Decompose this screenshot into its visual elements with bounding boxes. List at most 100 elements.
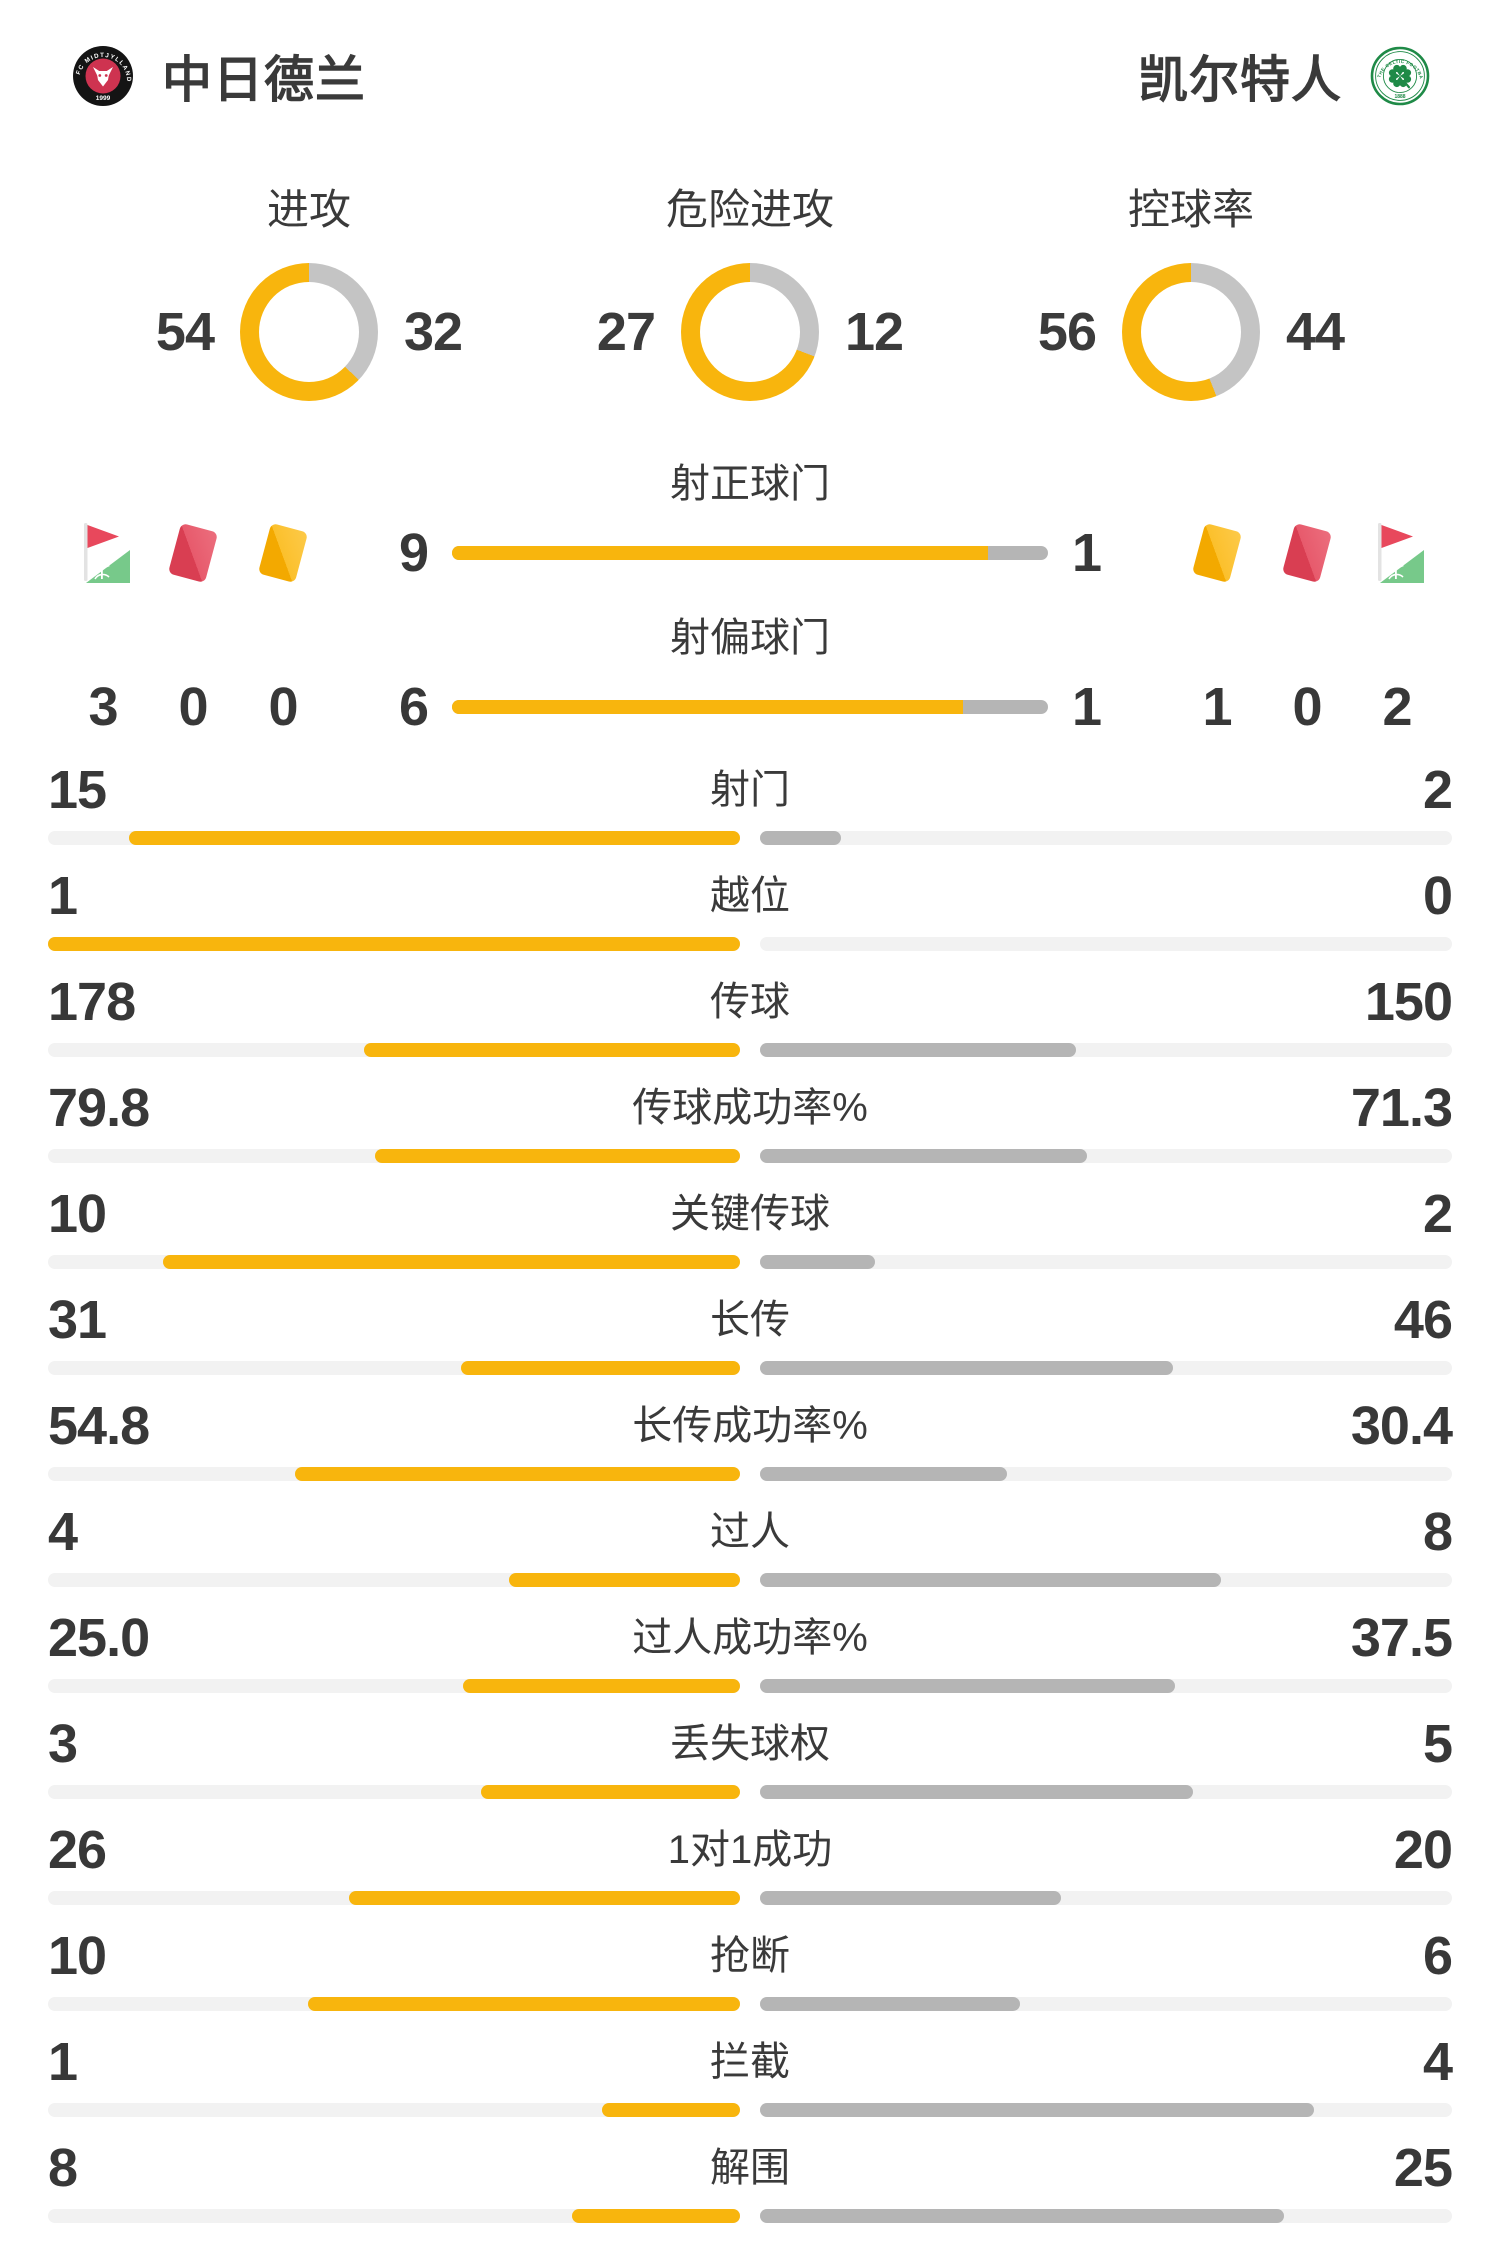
- away-value: 1: [1072, 677, 1102, 737]
- home-bar-track: [48, 2209, 740, 2223]
- away-discipline-counts: 1 0 2: [1172, 676, 1472, 738]
- away-value: 32: [404, 302, 463, 362]
- possession-donut-chart: [1122, 263, 1260, 401]
- stat-row: 79.8 传球成功率% 71.3: [48, 1078, 1453, 1163]
- home-bar-track: [48, 1679, 740, 1693]
- home-value: 9: [398, 523, 429, 583]
- away-yellow-cards-count: 1: [1202, 677, 1232, 737]
- away-bar-fill: [760, 1361, 1174, 1375]
- away-corners-count: 2: [1382, 677, 1412, 737]
- away-value: 12: [845, 302, 904, 362]
- away-bar-track: [760, 1255, 1452, 1269]
- away-bar-track: [760, 1043, 1452, 1057]
- stat-row: 10 抢断 6: [48, 1926, 1453, 2011]
- home-team-name: 中日德兰: [162, 52, 366, 108]
- home-value: 56: [1037, 302, 1097, 362]
- home-value: 26: [48, 1820, 107, 1880]
- home-bar-fill: [601, 2103, 740, 2117]
- home-value: 25.0: [48, 1608, 150, 1668]
- away-team-logo-celtic: THE CELTIC FOOTBALL CLUB 1888: [1370, 46, 1430, 106]
- home-value: 1: [48, 866, 78, 926]
- away-value: 1: [1072, 523, 1102, 583]
- home-value: 79.8: [48, 1078, 150, 1138]
- stat-label: 抢断: [710, 1934, 790, 1978]
- home-corners-count: 3: [88, 677, 118, 737]
- home-bar-track: [48, 1573, 740, 1587]
- away-bar-track: [760, 1785, 1452, 1799]
- away-value: 44: [1286, 302, 1345, 362]
- home-value: 8: [48, 2138, 78, 2198]
- home-bar-fill: [461, 1361, 740, 1375]
- home-value: 4: [48, 1502, 78, 1562]
- home-team-logo-fc-midtjylland: FC MIDTJYLLAND 1999: [73, 46, 133, 106]
- stat-row: 31 长传 46: [48, 1291, 1453, 1375]
- away-value: 30.4: [1350, 1396, 1453, 1456]
- shots-section: 射正球门 9 1: [0, 451, 1500, 743]
- stat-label: 丢失球权: [670, 1722, 830, 1766]
- shots-off-target-row: 3 0 0 6 1 1 0 2: [0, 671, 1500, 743]
- home-value: 10: [48, 1184, 107, 1244]
- away-bar-fill: [760, 1679, 1176, 1693]
- stat-row: 15 射门 2: [48, 760, 1453, 845]
- stat-label: 解围: [710, 2146, 790, 2190]
- home-value: 1: [48, 2032, 78, 2092]
- home-bar-track: [48, 1785, 740, 1799]
- away-value: 150: [1364, 972, 1453, 1032]
- home-bar-fill: [163, 1255, 740, 1269]
- stat-label: 长传: [710, 1298, 790, 1342]
- donut-charts: 进攻 54 32 危险进攻 27 12 控球率 56 44: [0, 176, 1500, 401]
- home-bar-track: [48, 1361, 740, 1375]
- away-bar-track: [760, 2209, 1452, 2223]
- stat-row: 10 关键传球 2: [48, 1184, 1453, 1269]
- away-bar-fill: [760, 1467, 1007, 1481]
- home-bar-fill: [463, 1679, 740, 1693]
- away-bar-fill: [760, 1255, 876, 1269]
- match-header: FC MIDTJYLLAND 1999 中日德兰 凯尔特人 THE CELTIC…: [0, 0, 1500, 112]
- away-bar-fill: [760, 2209, 1285, 2223]
- away-bar-track: [760, 1891, 1452, 1905]
- home-value: 27: [596, 302, 656, 362]
- away-discipline-icons: [1172, 521, 1472, 585]
- home-bar-track: [48, 1891, 740, 1905]
- away-bar-track: [760, 1573, 1452, 1587]
- away-bar-track: [760, 1467, 1452, 1481]
- stat-row: 54.8 长传成功率% 30.4: [48, 1396, 1453, 1481]
- home-bar-fill: [364, 1043, 740, 1057]
- away-team-name: 凯尔特人: [1138, 52, 1342, 108]
- dangerous-attacks-donut-chart: [681, 263, 819, 401]
- home-bar-fill: [294, 1467, 740, 1481]
- home-bar-track: [48, 1997, 740, 2011]
- away-bar-track: [760, 831, 1452, 845]
- home-bar-fill: [129, 831, 740, 845]
- away-bar-fill: [760, 1573, 1222, 1587]
- away-red-cards-count: 0: [1292, 677, 1322, 737]
- away-bar-fill: [760, 1997, 1020, 2011]
- home-bar-track: [48, 1467, 740, 1481]
- away-value: 8: [1422, 1502, 1453, 1562]
- stat-label: 传球成功率%: [632, 1086, 868, 1130]
- home-bar-fill: [480, 1785, 740, 1799]
- away-value: 2: [1422, 760, 1453, 820]
- stats-list: 15 射门 2 1 越位 0 178 传球 150: [0, 761, 1500, 2223]
- shots-on-target-row: 9 1: [0, 517, 1500, 589]
- red-card-icon: [167, 522, 219, 584]
- away-bar-track: [760, 1679, 1452, 1693]
- home-value: 15: [48, 760, 107, 820]
- home-bar-track: [48, 937, 740, 951]
- away-bar-fill: [760, 1043, 1077, 1057]
- stat-row: 26 1对1成功 20: [48, 1820, 1453, 1905]
- stat-row: 8 解围 25: [48, 2138, 1453, 2223]
- stat-row: 178 传球 150: [48, 972, 1453, 1057]
- svg-text:1999: 1999: [96, 95, 111, 102]
- home-value: 6: [398, 677, 429, 737]
- donut-title: 危险进攻: [665, 186, 834, 233]
- stat-label: 越位: [710, 874, 790, 918]
- away-bar-track: [760, 937, 1452, 951]
- home-value: 10: [48, 1926, 107, 1986]
- away-bar-fill: [760, 2103, 1314, 2117]
- donut-title: 控球率: [1127, 186, 1254, 233]
- stat-label: 传球: [710, 980, 790, 1024]
- shots-off-target-bar: [452, 700, 1048, 714]
- away-value: 37.5: [1350, 1608, 1453, 1668]
- stat-label: 1对1成功: [667, 1828, 833, 1872]
